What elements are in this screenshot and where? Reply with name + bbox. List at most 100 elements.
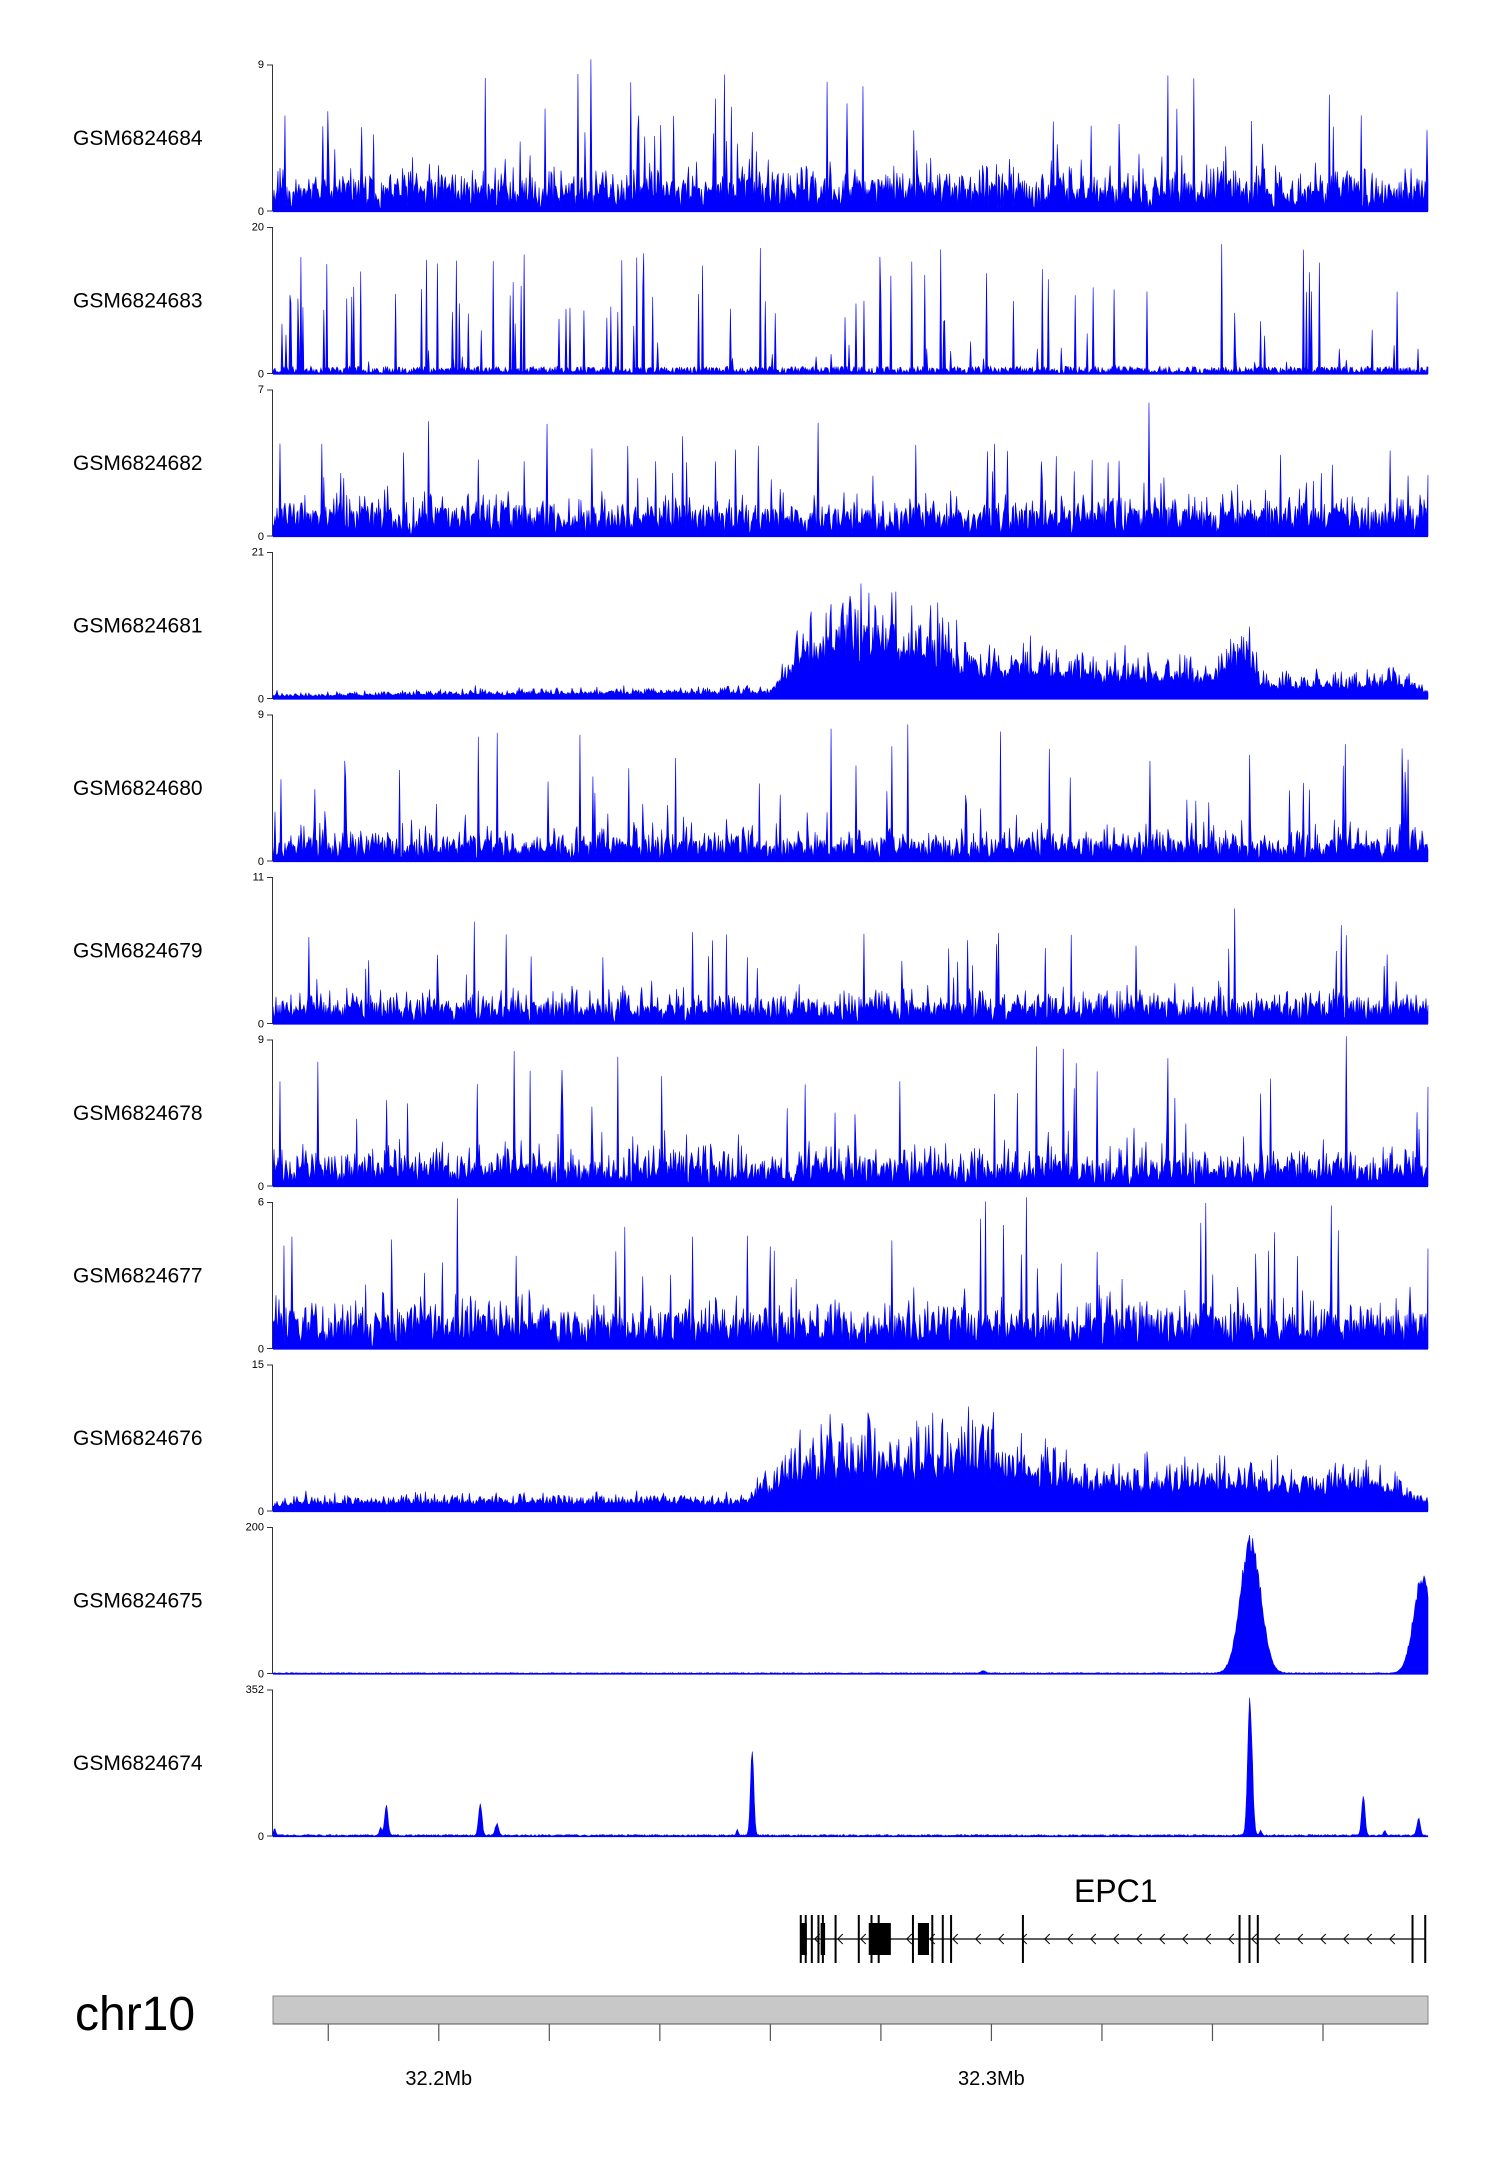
chromosome-bar xyxy=(272,1995,1429,2025)
strand-arrow-mark xyxy=(1343,1933,1350,1945)
y-tick-max-label: 15 xyxy=(252,1359,264,1371)
x-tick-label: 32.3Mb xyxy=(958,2068,1025,2090)
y-tick-min-label: 0 xyxy=(258,1019,264,1031)
y-tick-min-label: 0 xyxy=(258,1669,264,1681)
exon-mark xyxy=(1238,1915,1241,1963)
y-tick-min-label: 0 xyxy=(258,206,264,218)
track-gsm6824681: GSM6824681 21 0 xyxy=(73,547,1429,706)
strand-arrow-mark xyxy=(1320,1933,1327,1945)
y-tick-min-label: 0 xyxy=(258,531,264,543)
coverage-area xyxy=(272,59,1429,212)
strand-arrow-mark xyxy=(1182,1933,1189,1945)
track-gsm6824677: GSM6824677 6 0 xyxy=(73,1197,1429,1356)
y-tick-max-label: 11 xyxy=(253,872,264,884)
strand-arrow-mark xyxy=(1021,1933,1028,1945)
track-gsm6824679: GSM6824679 11 0 xyxy=(73,872,1429,1031)
track-name-label: GSM6824678 xyxy=(73,1102,203,1125)
y-tick-min-label: 0 xyxy=(258,856,264,868)
y-tick-max-label: 9 xyxy=(258,709,264,721)
coding-exon-block xyxy=(820,1923,826,1955)
track-name-label: GSM6824674 xyxy=(73,1752,203,1775)
coverage-area xyxy=(272,1406,1429,1512)
strand-arrow-mark xyxy=(1228,1933,1235,1945)
exon-mark xyxy=(1021,1915,1024,1963)
y-tick-max-label: 20 xyxy=(252,222,264,234)
y-tick-max-label: 21 xyxy=(252,547,264,559)
y-tick-max-label: 6 xyxy=(258,1197,264,1209)
strand-arrow-mark xyxy=(1113,1933,1120,1945)
exon-mark xyxy=(1411,1915,1414,1963)
y-tick-min-label: 0 xyxy=(258,369,264,381)
strand-arrow-mark xyxy=(1297,1933,1304,1945)
track-name-label: GSM6824682 xyxy=(73,452,203,475)
exon-mark xyxy=(810,1915,813,1963)
coverage-area xyxy=(272,244,1429,375)
track-gsm6824684: GSM6824684 9 0 xyxy=(73,59,1429,218)
strand-arrow-mark xyxy=(1067,1933,1074,1945)
exon-mark xyxy=(950,1915,953,1963)
exon-mark xyxy=(911,1915,914,1963)
y-tick-max-label: 9 xyxy=(258,59,264,71)
coverage-area xyxy=(272,724,1429,862)
coverage-area xyxy=(272,583,1429,699)
exon-mark xyxy=(834,1915,837,1963)
coding-exon-block xyxy=(879,1923,891,1955)
track-gsm6824676: GSM6824676 15 0 xyxy=(73,1359,1429,1518)
strand-arrow-mark xyxy=(837,1933,844,1945)
chromosome-label: chr10 xyxy=(75,1988,195,2041)
coverage-area xyxy=(272,1036,1429,1187)
exon-mark xyxy=(941,1915,944,1963)
track-name-label: GSM6824676 xyxy=(73,1427,203,1450)
strand-arrow-mark xyxy=(952,1933,959,1945)
coding-exon-block xyxy=(800,1923,807,1955)
track-name-label: GSM6824681 xyxy=(73,615,203,638)
coding-exon-block xyxy=(917,1923,929,1955)
exon-mark xyxy=(1248,1915,1251,1963)
x-tick-label: 32.2Mb xyxy=(405,2068,472,2090)
strand-arrow-mark xyxy=(1090,1933,1097,1945)
y-tick-min-label: 0 xyxy=(258,1344,264,1356)
track-gsm6824674: GSM6824674 352 0 xyxy=(73,1684,1429,1843)
exon-mark xyxy=(1256,1915,1259,1963)
strand-arrow-mark xyxy=(860,1933,867,1945)
coverage-tracks: GSM682468490GSM6824683200GSM682468270GSM… xyxy=(73,59,1429,1843)
exon-mark xyxy=(931,1915,934,1963)
y-tick-min-label: 0 xyxy=(258,1831,264,1843)
coverage-area xyxy=(272,908,1429,1024)
track-name-label: GSM6824677 xyxy=(73,1265,203,1288)
track-gsm6824682: GSM6824682 7 0 xyxy=(73,384,1429,543)
strand-arrow-mark xyxy=(998,1933,1005,1945)
exon-mark xyxy=(857,1915,860,1963)
strand-arrow-mark xyxy=(975,1933,982,1945)
strand-arrow-mark xyxy=(1159,1933,1166,1945)
y-tick-max-label: 9 xyxy=(258,1034,264,1046)
coverage-area xyxy=(272,1697,1429,1837)
track-name-label: GSM6824684 xyxy=(73,127,203,150)
y-tick-max-label: 352 xyxy=(246,1684,264,1696)
track-gsm6824675: GSM6824675 200 0 xyxy=(73,1522,1429,1681)
strand-arrow-mark xyxy=(1205,1933,1212,1945)
track-name-label: GSM6824679 xyxy=(73,940,203,963)
y-tick-max-label: 7 xyxy=(258,384,264,396)
coverage-area xyxy=(272,402,1429,537)
exon-mark xyxy=(1424,1915,1427,1963)
track-gsm6824683: GSM6824683 20 0 xyxy=(73,222,1429,381)
coverage-area xyxy=(272,1197,1429,1349)
strand-arrow-mark xyxy=(1044,1933,1051,1945)
strand-arrow-mark xyxy=(1136,1933,1143,1945)
y-tick-min-label: 0 xyxy=(258,1181,264,1193)
strand-arrow-mark xyxy=(1274,1933,1281,1945)
coverage-area xyxy=(272,1535,1429,1674)
strand-arrow-mark xyxy=(906,1933,913,1945)
strand-arrow-mark xyxy=(1366,1933,1373,1945)
exon-mark xyxy=(817,1915,820,1963)
track-gsm6824680: GSM6824680 9 0 xyxy=(73,709,1429,868)
gene-name-label: EPC1 xyxy=(1074,1873,1158,1909)
chromosome-ideogram: chr10 32.2Mb 32.3Mb xyxy=(75,1988,1429,2090)
y-tick-max-label: 200 xyxy=(246,1522,264,1534)
track-name-label: GSM6824675 xyxy=(73,1590,203,1613)
y-tick-min-label: 0 xyxy=(258,1506,264,1518)
gene-annotation-track: EPC1 xyxy=(799,1873,1427,1963)
